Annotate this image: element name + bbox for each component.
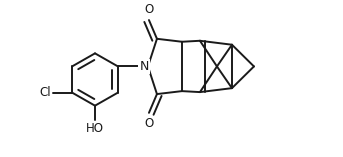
Text: Cl: Cl xyxy=(39,86,51,99)
Text: N: N xyxy=(139,60,149,73)
Text: HO: HO xyxy=(86,122,104,135)
Text: O: O xyxy=(144,3,154,16)
Text: O: O xyxy=(144,117,154,130)
